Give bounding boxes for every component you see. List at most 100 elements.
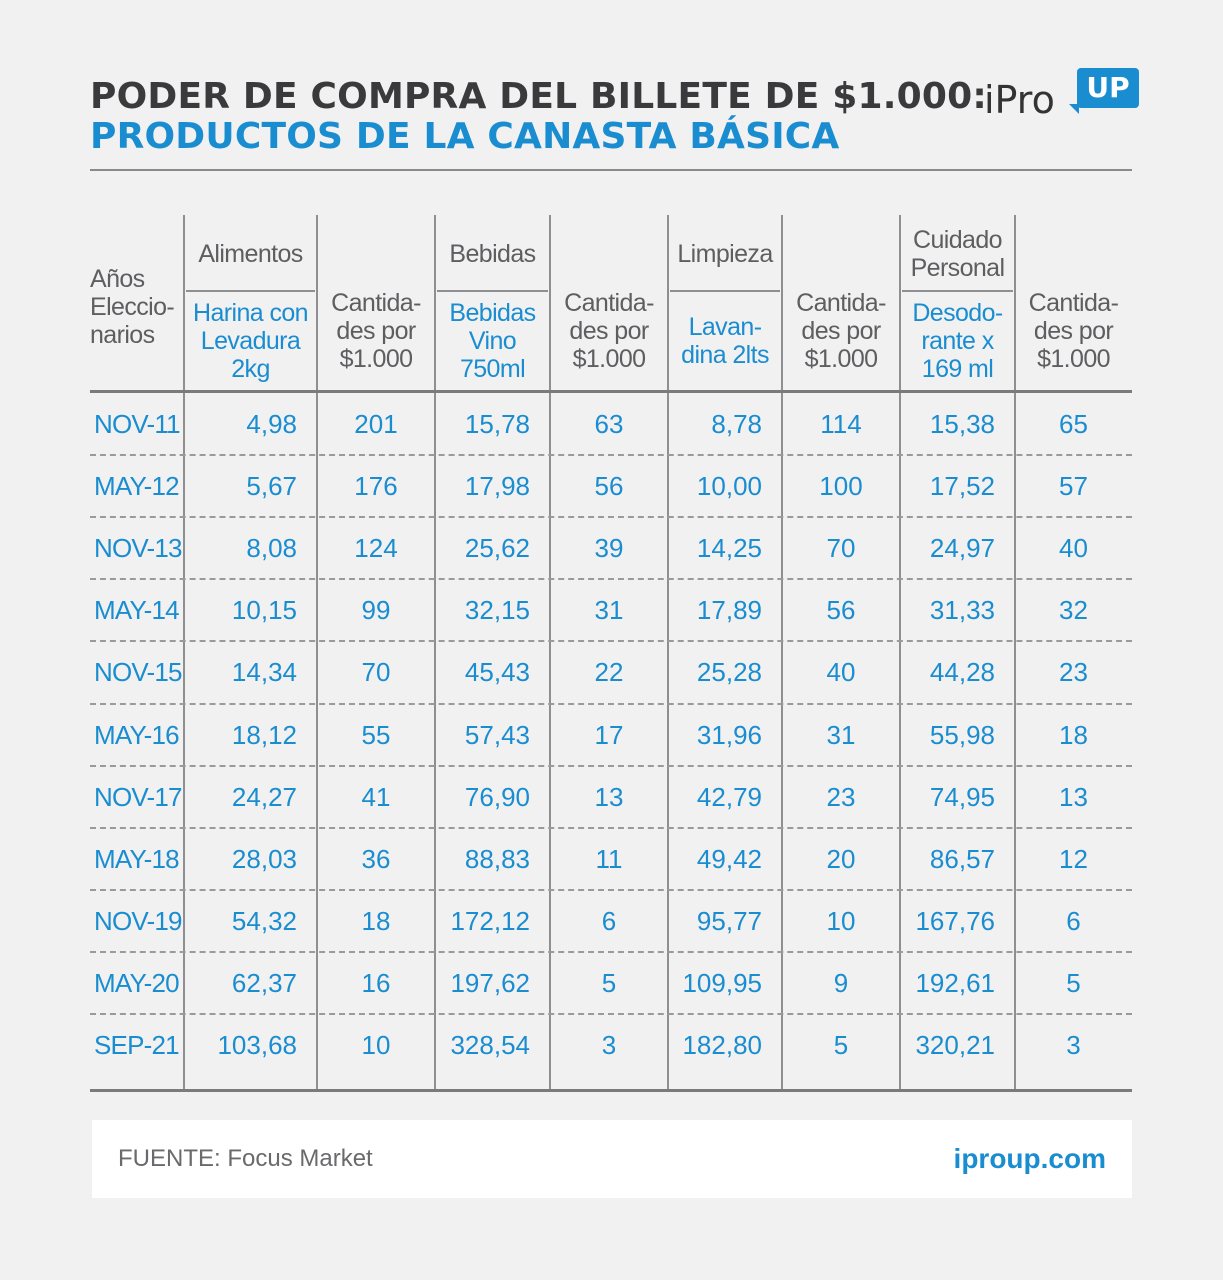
- quantity-value: 23: [826, 781, 856, 812]
- price-value: 8,08: [246, 533, 297, 564]
- row-year-label: NOV-19: [94, 905, 182, 936]
- price-value: 25,62: [464, 533, 530, 564]
- price-value: 14,25: [696, 533, 762, 564]
- header-bottom-rule: [90, 390, 1132, 393]
- row-year-label: NOV-17: [94, 781, 182, 812]
- price-value: 197,62: [450, 967, 530, 998]
- price-value: 32,15: [464, 595, 530, 626]
- header-group-rule: [670, 290, 780, 292]
- price-value: 44,28: [929, 657, 995, 688]
- row-separator: [90, 950, 1132, 953]
- quantity-value: 63: [594, 409, 624, 439]
- price-value: 74,95: [929, 781, 995, 812]
- price-value: 24,97: [929, 533, 995, 564]
- quantity-value: 31: [594, 595, 624, 626]
- price-value: 24,27: [231, 781, 297, 812]
- quantity-value: 201: [354, 409, 398, 439]
- header-product: Harina con Levadura 2kg: [193, 299, 309, 383]
- quantity-value: 40: [1059, 533, 1088, 564]
- footer: FUENTE: Focus Market iproup.com: [92, 1120, 1132, 1198]
- chart-title-line2: PRODUCTOS DE LA CANASTA BÁSICA: [90, 116, 840, 157]
- logo-text: iPro: [984, 78, 1055, 122]
- row-separator: [90, 888, 1132, 891]
- price-value: 192,61: [915, 967, 995, 998]
- quantity-value: 124: [354, 533, 398, 564]
- header-group-rule: [902, 290, 1013, 292]
- column-divider: [899, 215, 901, 1092]
- quantity-value: 32: [1059, 595, 1088, 626]
- price-value: 31,96: [696, 719, 762, 750]
- row-year-label: MAY-12: [94, 471, 180, 502]
- quantity-value: 3: [1066, 1030, 1081, 1060]
- header-years: Años Eleccio- narios: [90, 265, 175, 349]
- quantity-value: 176: [354, 471, 398, 502]
- quantity-value: 39: [594, 533, 624, 564]
- quantity-value: 99: [361, 595, 391, 626]
- row-separator: [90, 454, 1132, 457]
- price-value: 17,52: [929, 471, 995, 502]
- price-value: 88,83: [464, 843, 530, 874]
- row-year-label: SEP-21: [94, 1030, 180, 1060]
- header-quantity: Cantida- des por $1.000: [796, 289, 886, 373]
- price-value: 17,98: [464, 471, 530, 502]
- price-value: 10,00: [696, 471, 762, 502]
- site-url[interactable]: iproup.com: [953, 1143, 1106, 1174]
- price-value: 49,42: [696, 843, 762, 874]
- price-value: 109,95: [682, 967, 762, 998]
- quantity-value: 20: [826, 843, 856, 874]
- row-separator: [90, 578, 1132, 581]
- title-divider: [90, 169, 1132, 171]
- header-quantity: Cantida- des por $1.000: [1028, 289, 1119, 373]
- quantity-value: 5: [833, 1030, 849, 1060]
- price-value: 328,54: [450, 1030, 530, 1060]
- quantity-value: 5: [1066, 967, 1081, 998]
- price-value: 15,78: [464, 409, 530, 439]
- quantity-value: 41: [361, 781, 391, 812]
- header-group-rule: [437, 290, 548, 292]
- price-value: 28,03: [231, 843, 297, 874]
- price-value: 55,98: [929, 719, 995, 750]
- header-category: Limpieza: [677, 240, 773, 268]
- header-product: Bebidas Vino 750ml: [449, 299, 536, 383]
- row-separator: [90, 702, 1132, 705]
- row-year-label: NOV-11: [94, 409, 181, 439]
- quantity-value: 18: [1059, 719, 1088, 750]
- header-product: Desodo- rante x 169 ml: [912, 299, 1003, 383]
- price-value: 62,37: [231, 967, 297, 998]
- row-separator: [90, 826, 1132, 829]
- price-value: 4,98: [246, 409, 297, 439]
- iproup-logo: iPro UP: [984, 66, 1144, 126]
- row-year-label: MAY-20: [94, 967, 180, 998]
- row-separator: [90, 516, 1132, 519]
- quantity-value: 17: [594, 719, 624, 750]
- quantity-value: 23: [1059, 657, 1088, 688]
- price-value: 103,68: [217, 1030, 297, 1060]
- price-value: 42,79: [696, 781, 762, 812]
- price-value: 86,57: [929, 843, 995, 874]
- chart-title-line1: PODER DE COMPRA DEL BILLETE DE $1.000:: [90, 76, 987, 117]
- price-value: 31,33: [929, 595, 995, 626]
- header-category: Alimentos: [198, 240, 303, 268]
- price-value: 45,43: [464, 657, 530, 688]
- quantity-value: 13: [594, 781, 624, 812]
- quantity-value: 70: [826, 533, 856, 564]
- row-year-label: MAY-16: [94, 719, 180, 750]
- price-value: 25,28: [696, 657, 762, 688]
- header-category: Cuidado Personal: [910, 226, 1005, 282]
- row-year-label: MAY-18: [94, 843, 180, 874]
- quantity-value: 5: [601, 967, 617, 998]
- header-product: Lavan- dina 2lts: [681, 313, 769, 369]
- quantity-value: 70: [361, 657, 391, 688]
- quantity-value: 16: [361, 967, 391, 998]
- row-separator: [90, 1013, 1132, 1015]
- price-value: 54,32: [231, 905, 297, 936]
- header-quantity: Cantida- des por $1.000: [564, 289, 654, 373]
- price-value: 182,80: [682, 1030, 762, 1060]
- row-year-label: MAY-14: [94, 595, 180, 626]
- quantity-value: 18: [361, 905, 391, 936]
- row-separator: [90, 764, 1132, 767]
- quantity-value: 57: [1059, 471, 1088, 502]
- quantity-value: 40: [826, 657, 856, 688]
- price-value: 167,76: [915, 905, 995, 936]
- price-value: 320,21: [915, 1030, 995, 1060]
